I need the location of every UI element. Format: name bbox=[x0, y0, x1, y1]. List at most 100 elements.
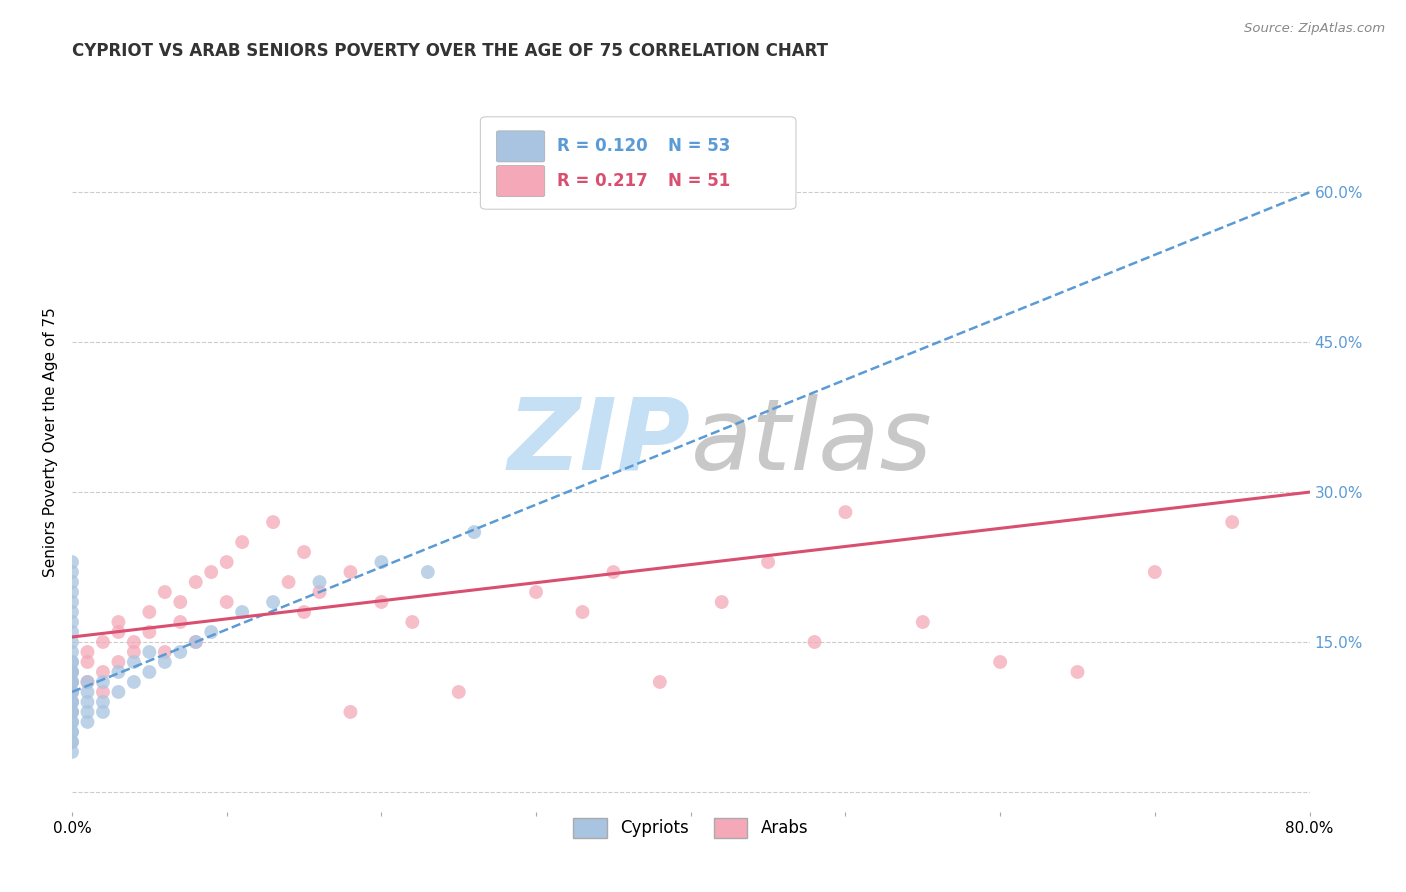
Point bbox=[339, 705, 361, 719]
Point bbox=[107, 655, 129, 669]
Point bbox=[60, 665, 83, 679]
Point bbox=[91, 685, 114, 699]
Point bbox=[76, 705, 98, 719]
Point bbox=[60, 575, 83, 590]
Point bbox=[76, 714, 98, 729]
Point bbox=[91, 635, 114, 649]
Point bbox=[803, 635, 825, 649]
Point bbox=[60, 675, 83, 690]
Point bbox=[60, 735, 83, 749]
Point bbox=[988, 655, 1011, 669]
Point bbox=[60, 695, 83, 709]
Point bbox=[153, 585, 176, 599]
Point bbox=[107, 685, 129, 699]
Point bbox=[60, 585, 83, 599]
Point bbox=[834, 505, 856, 519]
Point bbox=[91, 665, 114, 679]
Point bbox=[571, 605, 593, 619]
Text: R = 0.217: R = 0.217 bbox=[557, 172, 648, 190]
Point bbox=[756, 555, 779, 569]
Point bbox=[60, 725, 83, 739]
Point bbox=[184, 575, 207, 590]
Point bbox=[308, 585, 330, 599]
FancyBboxPatch shape bbox=[496, 131, 544, 162]
Legend: Cypriots, Arabs: Cypriots, Arabs bbox=[567, 812, 815, 844]
Point bbox=[215, 595, 238, 609]
Point bbox=[370, 595, 392, 609]
Text: ZIP: ZIP bbox=[508, 393, 690, 491]
Point bbox=[60, 645, 83, 659]
Point bbox=[60, 605, 83, 619]
Point bbox=[122, 675, 145, 690]
Point bbox=[60, 675, 83, 690]
Point bbox=[76, 695, 98, 709]
Point bbox=[60, 685, 83, 699]
Point bbox=[602, 565, 624, 579]
Point bbox=[447, 685, 470, 699]
FancyBboxPatch shape bbox=[496, 166, 544, 196]
Point bbox=[60, 635, 83, 649]
Point bbox=[308, 575, 330, 590]
Point bbox=[184, 635, 207, 649]
Point bbox=[60, 714, 83, 729]
Point bbox=[60, 555, 83, 569]
Point bbox=[200, 625, 222, 640]
Point bbox=[138, 605, 160, 619]
Point bbox=[60, 695, 83, 709]
Point bbox=[277, 575, 299, 590]
Point bbox=[370, 555, 392, 569]
Point bbox=[91, 675, 114, 690]
Point bbox=[76, 675, 98, 690]
Text: atlas: atlas bbox=[690, 393, 932, 491]
Point bbox=[91, 695, 114, 709]
Point bbox=[60, 655, 83, 669]
Text: R = 0.120: R = 0.120 bbox=[557, 137, 648, 155]
Point bbox=[60, 665, 83, 679]
FancyBboxPatch shape bbox=[481, 117, 796, 210]
Point bbox=[76, 675, 98, 690]
Point bbox=[60, 565, 83, 579]
Y-axis label: Seniors Poverty Over the Age of 75: Seniors Poverty Over the Age of 75 bbox=[44, 307, 58, 577]
Point bbox=[60, 665, 83, 679]
Point bbox=[1220, 515, 1243, 529]
Point bbox=[60, 705, 83, 719]
Point bbox=[138, 665, 160, 679]
Point bbox=[60, 705, 83, 719]
Text: CYPRIOT VS ARAB SENIORS POVERTY OVER THE AGE OF 75 CORRELATION CHART: CYPRIOT VS ARAB SENIORS POVERTY OVER THE… bbox=[72, 42, 828, 60]
Point bbox=[215, 555, 238, 569]
Point bbox=[169, 595, 191, 609]
Point bbox=[76, 685, 98, 699]
Point bbox=[60, 685, 83, 699]
Point bbox=[122, 635, 145, 649]
Point bbox=[138, 645, 160, 659]
Point bbox=[169, 615, 191, 629]
Point bbox=[60, 655, 83, 669]
Point bbox=[60, 745, 83, 759]
Point bbox=[107, 615, 129, 629]
Point bbox=[60, 675, 83, 690]
Point bbox=[76, 645, 98, 659]
Point bbox=[1143, 565, 1166, 579]
Point bbox=[231, 535, 253, 549]
Point bbox=[60, 714, 83, 729]
Point bbox=[138, 625, 160, 640]
Point bbox=[60, 615, 83, 629]
Point bbox=[60, 725, 83, 739]
Point bbox=[524, 585, 547, 599]
Point bbox=[911, 615, 934, 629]
Point bbox=[710, 595, 733, 609]
Point bbox=[339, 565, 361, 579]
Text: N = 51: N = 51 bbox=[668, 172, 731, 190]
Point bbox=[262, 595, 284, 609]
Point bbox=[60, 625, 83, 640]
Point bbox=[60, 595, 83, 609]
Point bbox=[401, 615, 423, 629]
Text: N = 53: N = 53 bbox=[668, 137, 731, 155]
Point bbox=[1066, 665, 1088, 679]
Point bbox=[231, 605, 253, 619]
Point bbox=[292, 545, 315, 559]
Point bbox=[416, 565, 439, 579]
Point bbox=[153, 645, 176, 659]
Point bbox=[153, 655, 176, 669]
Point bbox=[60, 705, 83, 719]
